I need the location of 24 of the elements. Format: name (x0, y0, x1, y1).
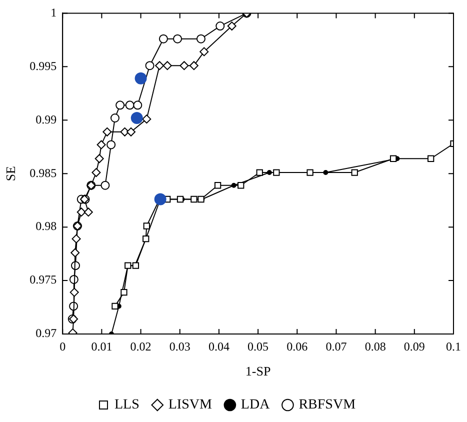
legend-label: LLS (114, 398, 140, 413)
x-axis-title: 1-SP (245, 364, 271, 379)
x-tick-label: 0.09 (404, 339, 425, 354)
y-tick-label: 1 (50, 5, 57, 20)
x-tick-label: 0 (60, 339, 66, 354)
y-tick-label: 0.97 (36, 326, 57, 340)
x-tick-label: 0.03 (169, 339, 190, 354)
x-tick-label: 0.02 (130, 339, 152, 354)
x-tick-label: 0.01 (91, 339, 112, 354)
x-tick-label: 0.05 (248, 339, 269, 354)
y-tick-label: 0.98 (36, 219, 57, 234)
y-tick-label: 0.995 (30, 58, 57, 73)
x-tick-label: 0.06 (286, 339, 308, 354)
y-tick-label: 0.975 (30, 272, 57, 287)
y-tick-label: 0.985 (30, 166, 57, 180)
x-tick-label: 0.08 (364, 339, 386, 354)
legend-label: LISVM (168, 398, 212, 413)
x-tick-label: 0.1 (446, 339, 461, 354)
legend-label: RBFSVM (298, 398, 356, 413)
x-tick-label: 0.04 (208, 339, 230, 354)
x-tick-label: 0.07 (326, 339, 347, 354)
y-axis-title: SE (3, 166, 18, 182)
legend-label: LDA (240, 398, 271, 413)
y-tick-label: 0.99 (36, 112, 57, 126)
